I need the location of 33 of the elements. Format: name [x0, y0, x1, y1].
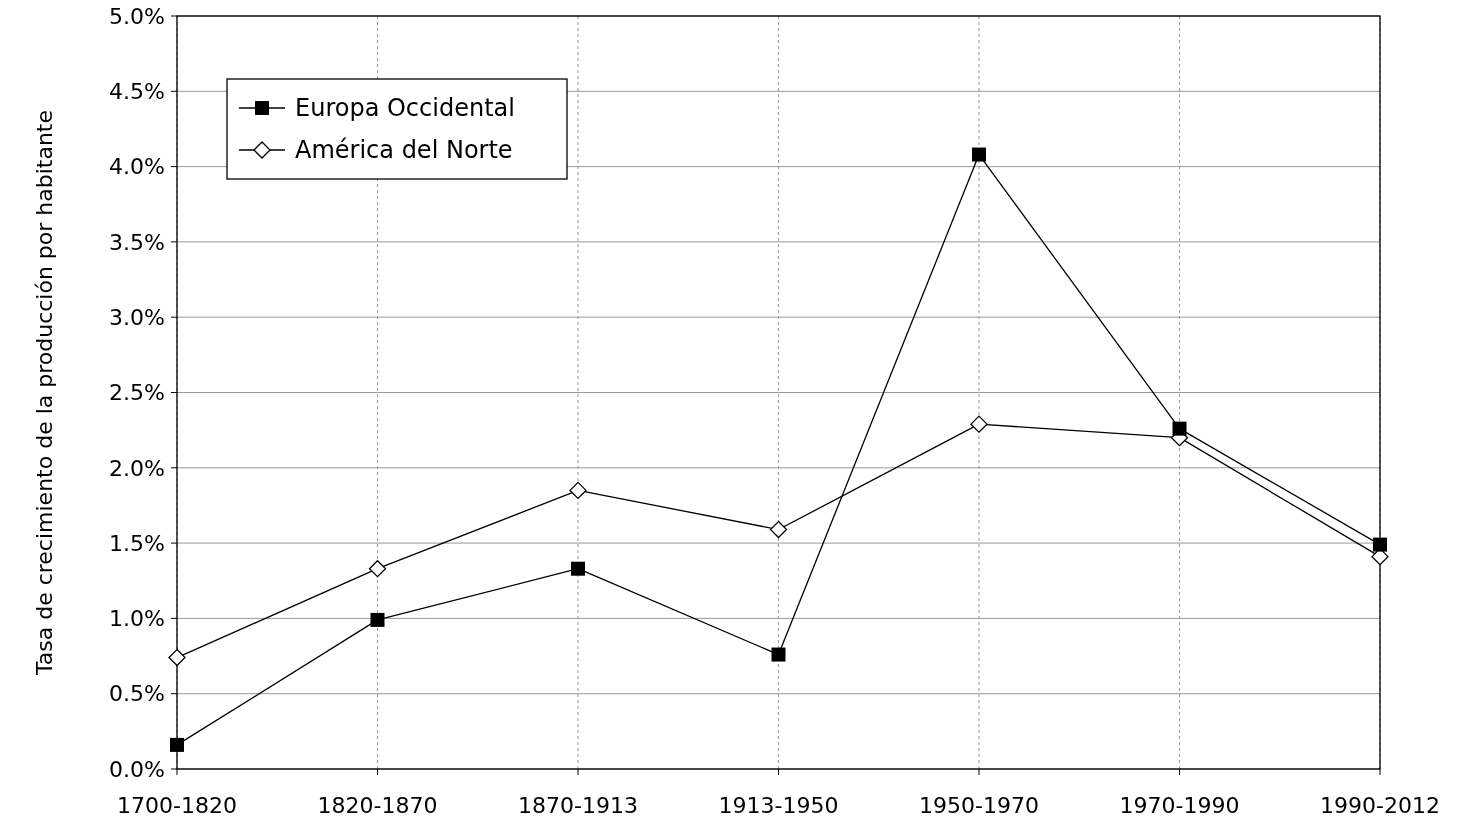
y-tick-label: 0.5% [109, 681, 165, 707]
y-tick-label: 1.5% [109, 530, 165, 556]
y-tick-label: 2.5% [109, 380, 165, 406]
point [571, 561, 585, 576]
y-tick-label: 4.5% [109, 79, 165, 104]
y-tick-label: 0.0% [109, 756, 165, 782]
y-tick-label: 5.0% [109, 3, 165, 29]
point [1373, 537, 1387, 552]
point [972, 147, 986, 162]
y-tick-label: 1.0% [109, 606, 165, 632]
x-tick-label: 1820-1870 [317, 793, 438, 818]
x-tick-label: 1870-1913 [518, 793, 638, 818]
point [170, 737, 184, 752]
point [1172, 421, 1187, 436]
y-tick-label: 2.0% [109, 455, 165, 481]
point [368, 560, 387, 578]
x-tick-label: 1970-1990 [1119, 793, 1240, 818]
point [168, 648, 186, 667]
legend-label: América del Norte [295, 136, 513, 165]
y-axis-title: Tasa de crecimiento de la producción por habitante [32, 109, 57, 677]
y-tick-label: 3.5% [109, 229, 165, 255]
legend-label: Europa Occidental [295, 94, 515, 123]
x-tick-label: 1950-1970 [919, 793, 1039, 818]
point [771, 647, 786, 662]
y-tick-label: 3.0% [109, 304, 165, 330]
x-tick-label: 1700-1820 [117, 793, 237, 818]
point [569, 481, 587, 500]
point [769, 520, 788, 539]
point [370, 612, 385, 627]
x-tick-label: 1990-2012 [1320, 793, 1440, 818]
x-tick-label: 1913-1950 [718, 793, 839, 818]
y-tick-label: 4.0% [109, 154, 165, 180]
point [970, 415, 988, 433]
